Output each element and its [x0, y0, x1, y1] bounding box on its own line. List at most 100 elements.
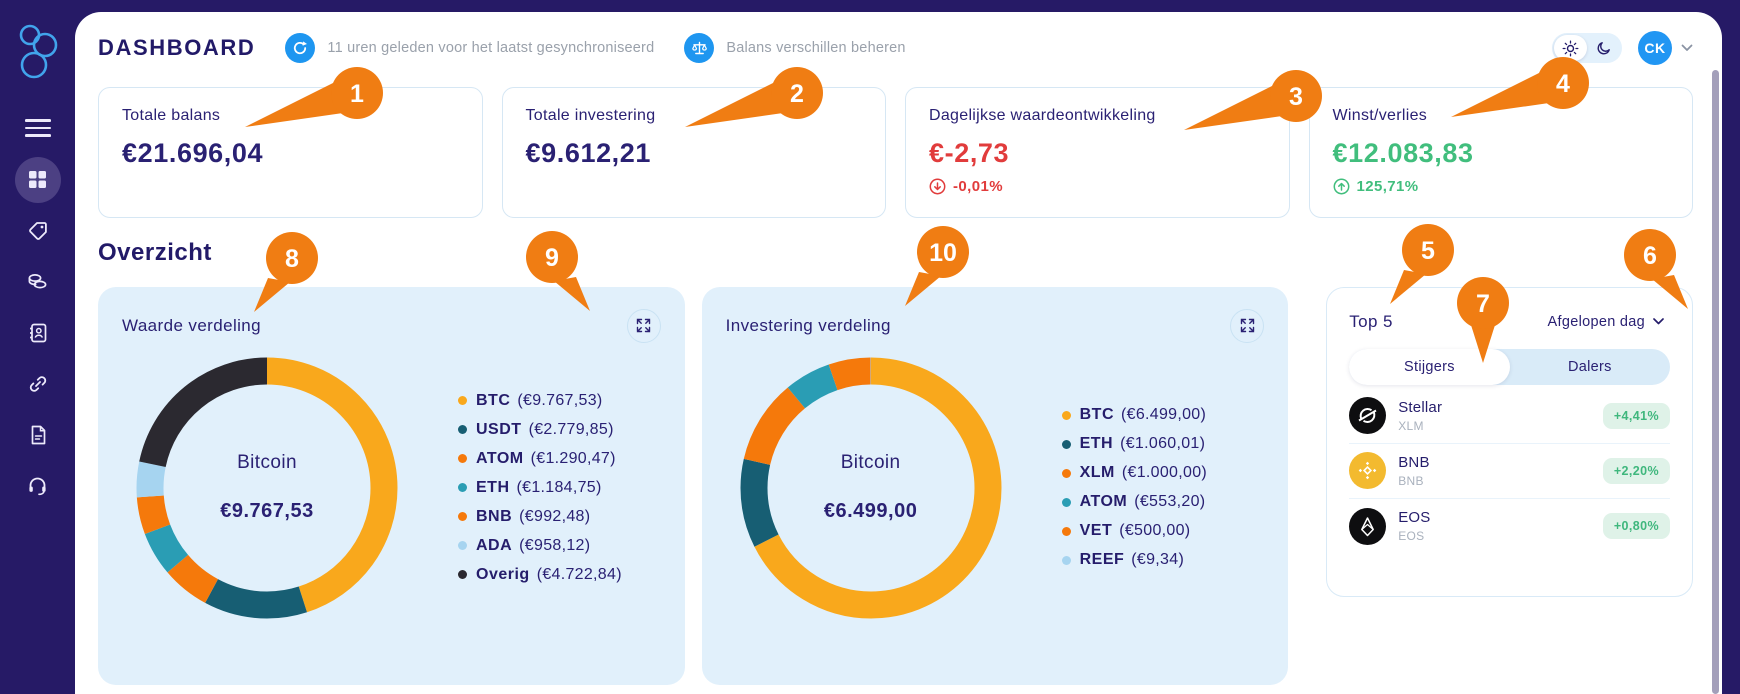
legend-dot	[1061, 468, 1071, 478]
legend-symbol: Overig	[476, 565, 530, 583]
light-mode-button[interactable]	[1554, 35, 1587, 61]
donut-segment-ada[interactable]	[136, 357, 398, 619]
donut-segment-overig[interactable]	[136, 357, 398, 619]
list-item-bnb[interactable]: BNB BNB +2,20%	[1349, 444, 1670, 499]
legend-symbol: ETH	[1079, 435, 1114, 453]
vertical-scrollbar[interactable]	[1712, 70, 1719, 694]
legend-value: (€992,48)	[519, 507, 591, 525]
stat-value: €9.612,21	[525, 138, 652, 168]
legend-item-atom[interactable]: ATOM (€1.290,47)	[458, 450, 622, 468]
legend-item-usdt[interactable]: USDT (€2.779,85)	[458, 421, 622, 439]
sidebar-item-links[interactable]	[15, 361, 61, 407]
sun-icon	[1562, 40, 1579, 56]
legend-symbol: VET	[1079, 522, 1113, 540]
legend-item-atom[interactable]: ATOM (€553,20)	[1061, 493, 1207, 511]
headset-icon	[29, 477, 46, 496]
avatar[interactable]: CK	[1638, 31, 1672, 65]
tag-icon	[28, 221, 47, 240]
sidebar-item-tags[interactable]	[15, 208, 61, 254]
dashboard-grid-icon	[29, 171, 46, 189]
contacts-book-icon	[29, 323, 46, 343]
donut-svg	[136, 357, 398, 619]
document-icon	[31, 425, 45, 445]
trend-up-icon	[1333, 178, 1349, 195]
legend-symbol: REEF	[1079, 551, 1125, 569]
investment-distribution-card: Investering verdeling Bitcoin €6.499,00	[701, 286, 1289, 685]
legend-dot	[458, 541, 467, 551]
chart-title: Waarde verdeling	[122, 315, 262, 335]
sync-status-chip[interactable]: 11 uren geleden voor het laatst gesynchr…	[285, 33, 654, 63]
stat-delta: -0,01%	[929, 178, 1266, 195]
donut-segment-usdt[interactable]	[136, 357, 398, 619]
legend-item-bnb[interactable]: BNB (€992,48)	[458, 508, 622, 526]
expand-button[interactable]	[626, 308, 661, 343]
legend-item-ada[interactable]: ADA (€958,12)	[458, 537, 622, 555]
stat-label: Dagelijkse waardeontwikkeling	[929, 107, 1156, 124]
fullscreen-icon	[636, 319, 651, 333]
tab-stijgers[interactable]: Stijgers	[1349, 348, 1510, 385]
page-header: DASHBOARD 11 uren geleden voor het laats…	[98, 12, 1693, 74]
top5-card: Top 5 Afgelopen dag Stijgers Dalers	[1326, 286, 1693, 597]
theme-toggle[interactable]	[1552, 33, 1622, 63]
fullscreen-icon	[1240, 319, 1254, 333]
chart-legend: BTC (€6.499,00) ETH (€1.060,01) XLM (€1.000,0…	[1061, 406, 1208, 569]
legend-item-overig[interactable]: Overig (€4.722,84)	[458, 566, 622, 584]
legend-dot	[458, 454, 467, 464]
balance-diff-label: Balans verschillen beheren	[726, 40, 906, 56]
sidebar-nav	[14, 156, 61, 509]
balance-scale-icon[interactable]	[684, 33, 715, 63]
coin-symbol: XLM	[1398, 418, 1424, 433]
sidebar-item-dashboard[interactable]	[14, 156, 61, 203]
chevron-down-icon	[1681, 44, 1693, 51]
refresh-icon[interactable]	[285, 33, 316, 63]
sidebar-item-contacts[interactable]	[15, 310, 61, 356]
chart-legend: BTC (€9.767,53) USDT (€2.779,85) ATOM (€1.290…	[458, 392, 622, 584]
sidebar-item-support[interactable]	[15, 463, 61, 509]
legend-item-xlm[interactable]: XLM (€1.000,00)	[1061, 464, 1208, 482]
tab-dalers[interactable]: Dalers	[1567, 358, 1612, 375]
chart-title: Investering verdeling	[725, 315, 891, 335]
investment-donut-chart: Bitcoin €6.499,00	[736, 353, 1006, 623]
legend-item-eth[interactable]: ETH (€1.184,75)	[458, 479, 622, 497]
legend-value: (€1.290,47)	[530, 449, 616, 467]
legend-dot	[458, 570, 467, 580]
stat-card-daily-change: Dagelijkse waardeontwikkeling €-2,73 -0,…	[905, 87, 1290, 218]
trend-down-icon	[929, 178, 946, 195]
main-content: DASHBOARD 11 uren geleden voor het laats…	[75, 12, 1722, 694]
legend-symbol: ATOM	[1079, 493, 1128, 511]
legend-value: (€2.779,85)	[528, 420, 614, 438]
legend-symbol: BTC	[476, 391, 511, 409]
donut-segment-eth[interactable]	[740, 357, 1002, 619]
app-logo[interactable]	[15, 22, 61, 85]
legend-item-btc[interactable]: BTC (€9.767,53)	[458, 392, 622, 410]
stat-card-total-investment: Totale investering €9.612,21	[501, 87, 886, 218]
legend-item-reef[interactable]: REEF (€9,34)	[1061, 551, 1207, 569]
donut-svg	[740, 357, 1002, 619]
period-selector[interactable]: Afgelopen dag	[1542, 313, 1670, 331]
sidebar-item-coins[interactable]	[15, 259, 61, 305]
stat-value: €-2,73	[929, 138, 1010, 168]
legend-value: (€9.767,53)	[517, 391, 603, 409]
legend-item-vet[interactable]: VET (€500,00)	[1061, 522, 1207, 540]
list-item-stellar[interactable]: Stellar XLM +4,41%	[1349, 389, 1670, 444]
expand-button[interactable]	[1230, 308, 1265, 343]
hamburger-menu-icon[interactable]	[24, 119, 51, 137]
list-item-eos[interactable]: EOS EOS +0,80%	[1349, 499, 1670, 554]
value-donut-chart: Bitcoin €9.767,53	[132, 353, 402, 623]
balance-diff-chip[interactable]: Balans verschillen beheren	[684, 33, 905, 63]
legend-dot	[1061, 439, 1071, 449]
stat-value: €12.083,83	[1332, 138, 1474, 168]
sidebar-item-documents[interactable]	[15, 412, 61, 458]
donut-segment-btc[interactable]	[740, 357, 1002, 619]
link-icon	[29, 376, 46, 392]
stat-card-profit-loss: Winst/verlies €12.083,83 125,71%	[1308, 87, 1693, 218]
legend-item-btc[interactable]: BTC (€6.499,00)	[1061, 406, 1207, 424]
avatar-menu-chevron[interactable]	[1681, 44, 1693, 52]
legend-item-eth[interactable]: ETH (€1.060,01)	[1061, 435, 1207, 453]
dark-mode-button[interactable]	[1587, 35, 1620, 61]
legend-value: (€1.000,00)	[1121, 464, 1208, 482]
section-title: Overzicht	[98, 239, 212, 266]
page-title: DASHBOARD	[98, 35, 256, 60]
legend-dot	[458, 396, 467, 406]
legend-symbol: ETH	[476, 478, 510, 496]
